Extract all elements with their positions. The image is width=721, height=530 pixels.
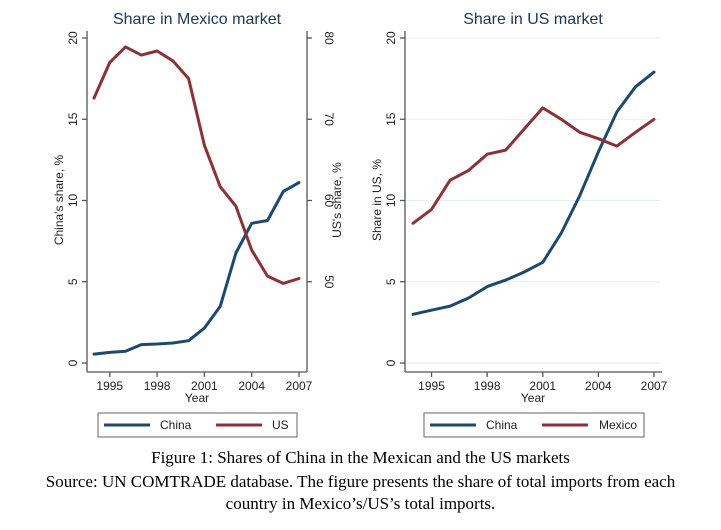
panel-us-market: Share in US market 0 5 10 15 20 1995 1998 2001… (370, 11, 668, 438)
x-axis-label: Year (521, 391, 545, 405)
legend: China Mexico (423, 412, 645, 438)
y-right-tick-label: 70 (322, 113, 336, 127)
y-axis-right-label: US's share, % (330, 162, 344, 238)
y-tick-label: 10 (384, 194, 398, 208)
x-tick-label: 2001 (191, 379, 218, 393)
y-axis-label: China's share, % (52, 155, 66, 246)
legend-label-mexico: Mexico (599, 418, 637, 432)
y-tick-label: 20 (66, 31, 80, 45)
x-tick-label: 2001 (529, 379, 556, 393)
y-tick-label: 10 (66, 194, 80, 208)
y-right-tick-label: 50 (322, 275, 336, 289)
y-right-tick-label: 60 (322, 194, 336, 208)
series-line-us (92, 45, 301, 285)
y-tick-label: 5 (66, 278, 80, 285)
y-right-tick-label: 80 (322, 31, 336, 45)
x-tick-label: 1998 (144, 379, 171, 393)
legend-label-us: US (272, 418, 289, 432)
x-tick-label: 2007 (286, 379, 313, 393)
x-axis-label: Year (185, 391, 209, 405)
legend: China US (97, 412, 298, 438)
y-tick-label: 0 (66, 359, 80, 366)
x-tick-label: 2004 (238, 379, 265, 393)
panel-title: Share in US market (463, 11, 603, 28)
y-tick-label: 5 (384, 278, 398, 285)
figure-caption: Figure 1: Shares of China in the Mexican… (151, 448, 570, 467)
x-tick-label: 2007 (641, 379, 668, 393)
legend-label-china: China (486, 418, 518, 432)
y-tick-label: 15 (384, 112, 398, 126)
legend-label-china: China (160, 418, 192, 432)
series-line-mexico (411, 106, 656, 225)
panel-mexico-market: Share in Mexico market 0 5 10 15 20 50 60 70 80… (52, 11, 344, 438)
x-tick-label: 2004 (585, 379, 612, 393)
panel-title: Share in Mexico market (113, 11, 282, 28)
source-note-line1: Source: UN COMTRADE database. The figure… (45, 472, 676, 491)
x-tick-label: 1995 (418, 379, 445, 393)
source-note-line2: country in Mexico’s/US’s total imports. (225, 494, 496, 513)
series-line-china (92, 181, 301, 356)
x-tick-label: 1998 (474, 379, 501, 393)
y-axis-label: Share in US, % (370, 159, 384, 241)
series-line-china (411, 70, 656, 316)
y-tick-label: 0 (384, 359, 398, 366)
x-tick-label: 1995 (96, 379, 123, 393)
y-tick-label: 20 (384, 31, 398, 45)
y-tick-label: 15 (66, 112, 80, 126)
